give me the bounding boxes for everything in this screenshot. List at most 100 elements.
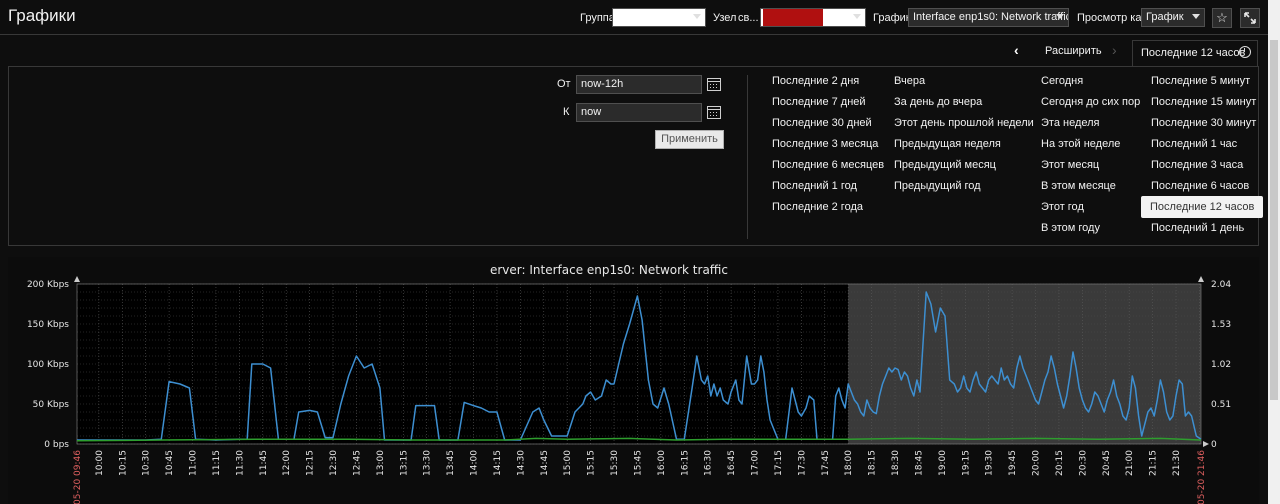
series-line-0 bbox=[77, 291, 1202, 441]
x-tick-label: 12:30 bbox=[329, 450, 339, 476]
x-tick-label: 15:45 bbox=[633, 450, 643, 476]
fullscreen-button[interactable] bbox=[1240, 8, 1260, 28]
chart-title: erver: Interface enp1s0: Network traffic bbox=[490, 263, 728, 277]
x-tick-label: 17:00 bbox=[751, 450, 761, 476]
x-tick-label: 14:45 bbox=[540, 450, 550, 476]
x-tick-label: 19:00 bbox=[938, 450, 948, 476]
quick-range-link[interactable]: Последние 3 часа bbox=[1151, 159, 1244, 171]
y-left-tick-label: 150 Kbps bbox=[27, 320, 69, 330]
group-select[interactable] bbox=[612, 8, 706, 27]
x-tick-label: 20:00 bbox=[1032, 450, 1042, 476]
graph-select[interactable]: Interface enp1s0: Network traffic bbox=[908, 8, 1069, 27]
tab-time-period[interactable]: Последние 12 часов bbox=[1132, 40, 1258, 68]
x-tick-label: 18:30 bbox=[891, 450, 901, 476]
quick-range-link[interactable]: Последние 6 часов bbox=[1151, 180, 1250, 192]
y-left-tick-label: 50 Kbps bbox=[33, 400, 70, 410]
y-right-tick-label: 0.51 bbox=[1211, 400, 1231, 410]
from-input[interactable]: now-12h bbox=[576, 75, 702, 94]
y-left-tick-label: 0 bps bbox=[44, 440, 69, 450]
x-tick-label: 11:00 bbox=[189, 450, 199, 476]
x-tick-label: 18:00 bbox=[844, 450, 854, 476]
calendar-icon[interactable] bbox=[707, 78, 721, 91]
y-left-tick-label: 100 Kbps bbox=[27, 360, 69, 370]
quick-range-link[interactable]: Этот день прошлой недели bbox=[894, 117, 1034, 129]
quick-range-link[interactable]: Этот год bbox=[1041, 201, 1084, 213]
page-title: Графики bbox=[8, 6, 76, 25]
quick-range-link[interactable]: Последние 12 часов bbox=[1141, 196, 1264, 218]
x-tick-label: 12:45 bbox=[352, 450, 362, 476]
y-right-tick-label: 2.04 bbox=[1211, 280, 1231, 290]
quick-range-link[interactable]: Последний 1 час bbox=[1151, 138, 1238, 150]
x-tick-label: 10:30 bbox=[142, 450, 152, 476]
x-tick-label: 18:15 bbox=[868, 450, 878, 476]
x-tick-label: 13:15 bbox=[399, 450, 409, 476]
time-filter-panel: От now-12h К now Применить Последние 2 д… bbox=[8, 66, 1264, 246]
apply-button[interactable]: Применить bbox=[655, 130, 724, 149]
quick-range-link[interactable]: Последние 3 месяца bbox=[772, 138, 879, 150]
zoom-out-button[interactable]: Расширить bbox=[1045, 45, 1102, 57]
quick-range-link[interactable]: На этой неделе bbox=[1041, 138, 1121, 150]
x-tick-label: 14:15 bbox=[493, 450, 503, 476]
quick-range-link[interactable]: Эта неделя bbox=[1041, 117, 1100, 129]
y-right-tick-label: 0 bbox=[1211, 440, 1217, 450]
fullscreen-icon bbox=[1244, 12, 1256, 24]
group-label: Группа bbox=[580, 12, 615, 24]
quick-range-link[interactable]: Последние 30 минут bbox=[1151, 117, 1257, 129]
quick-range-link[interactable]: Этот месяц bbox=[1041, 159, 1100, 171]
x-tick-label: 11:15 bbox=[212, 450, 222, 476]
quick-range-link[interactable]: Предыдущий месяц bbox=[894, 159, 996, 171]
x-tick-label: 18:45 bbox=[914, 450, 924, 476]
graph-select-value: Interface enp1s0: Network traffic bbox=[913, 11, 1069, 23]
quick-range-link[interactable]: Последние 5 минут bbox=[1151, 75, 1251, 87]
x-tick-label: 11:45 bbox=[259, 450, 269, 476]
x-tick-label: 14:30 bbox=[516, 450, 526, 476]
y-right-tick-label: 1.02 bbox=[1211, 360, 1231, 370]
quick-range-link[interactable]: За день до вчера bbox=[894, 96, 983, 108]
to-input[interactable]: now bbox=[576, 103, 702, 122]
x-tick-label: 16:45 bbox=[727, 450, 737, 476]
x-end-label: 05-20 21:46 bbox=[1197, 450, 1207, 504]
quick-range-link[interactable]: Предыдущая неделя bbox=[894, 138, 1001, 150]
host-value-prefix: св... bbox=[738, 12, 759, 24]
quick-range-link[interactable]: В этом году bbox=[1041, 222, 1100, 234]
quick-range-link[interactable]: Последние 2 дня bbox=[772, 75, 860, 87]
quick-range-link[interactable]: Последние 30 дней bbox=[772, 117, 872, 129]
view-select-value: График bbox=[1146, 11, 1184, 23]
scrollbar-thumb[interactable] bbox=[1270, 40, 1278, 400]
host-select[interactable] bbox=[760, 8, 866, 27]
x-start-label: 05-20 09:46 bbox=[73, 450, 83, 504]
star-icon: ☆ bbox=[1216, 10, 1228, 25]
view-label: Просмотр как bbox=[1077, 12, 1147, 24]
x-tick-label: 16:15 bbox=[680, 450, 690, 476]
header-bar: Графики Группа Узел св... График Interfa… bbox=[0, 0, 1280, 35]
quick-range-link[interactable]: Последний 1 год bbox=[772, 180, 857, 192]
x-tick-label: 10:15 bbox=[118, 450, 128, 476]
calendar-icon[interactable] bbox=[707, 106, 721, 119]
quick-range-link[interactable]: Последние 7 дней bbox=[772, 96, 866, 108]
x-tick-label: 21:30 bbox=[1172, 450, 1182, 476]
quick-range-link[interactable]: Предыдущий год bbox=[894, 180, 981, 192]
x-tick-label: 16:30 bbox=[704, 450, 714, 476]
previous-period-button[interactable]: ‹ bbox=[1014, 42, 1019, 58]
favorite-star-button[interactable]: ☆ bbox=[1212, 8, 1232, 28]
quick-range-link[interactable]: Последние 2 года bbox=[772, 201, 863, 213]
quick-range-link[interactable]: Сегодня до сих пор bbox=[1041, 96, 1141, 108]
quick-range-link[interactable]: В этом месяце bbox=[1041, 180, 1116, 192]
quick-range-link[interactable]: Последние 6 месяцев bbox=[772, 159, 885, 171]
quick-range-link[interactable]: Последний 1 день bbox=[1151, 222, 1245, 234]
x-tick-label: 15:30 bbox=[610, 450, 620, 476]
tab-time-period-label: Последние 12 часов bbox=[1141, 47, 1246, 59]
quick-range-link[interactable]: Сегодня bbox=[1041, 75, 1084, 87]
next-period-button[interactable]: › bbox=[1112, 42, 1117, 58]
redaction-mark bbox=[763, 9, 823, 26]
quick-range-link[interactable]: Вчера bbox=[894, 75, 926, 87]
quick-range-link[interactable]: Последние 15 минут bbox=[1151, 96, 1257, 108]
x-tick-label: 21:15 bbox=[1149, 450, 1159, 476]
x-tick-label: 15:00 bbox=[563, 450, 573, 476]
time-navigation: ‹ Расширить › Последние 12 часов bbox=[0, 35, 1280, 68]
graph-area: erver: Interface enp1s0: Network traffic… bbox=[8, 257, 1259, 504]
x-tick-label: 12:15 bbox=[306, 450, 316, 476]
x-tick-label: 17:45 bbox=[821, 450, 831, 476]
x-tick-label: 16:00 bbox=[657, 450, 667, 476]
view-select[interactable]: График bbox=[1141, 8, 1205, 27]
